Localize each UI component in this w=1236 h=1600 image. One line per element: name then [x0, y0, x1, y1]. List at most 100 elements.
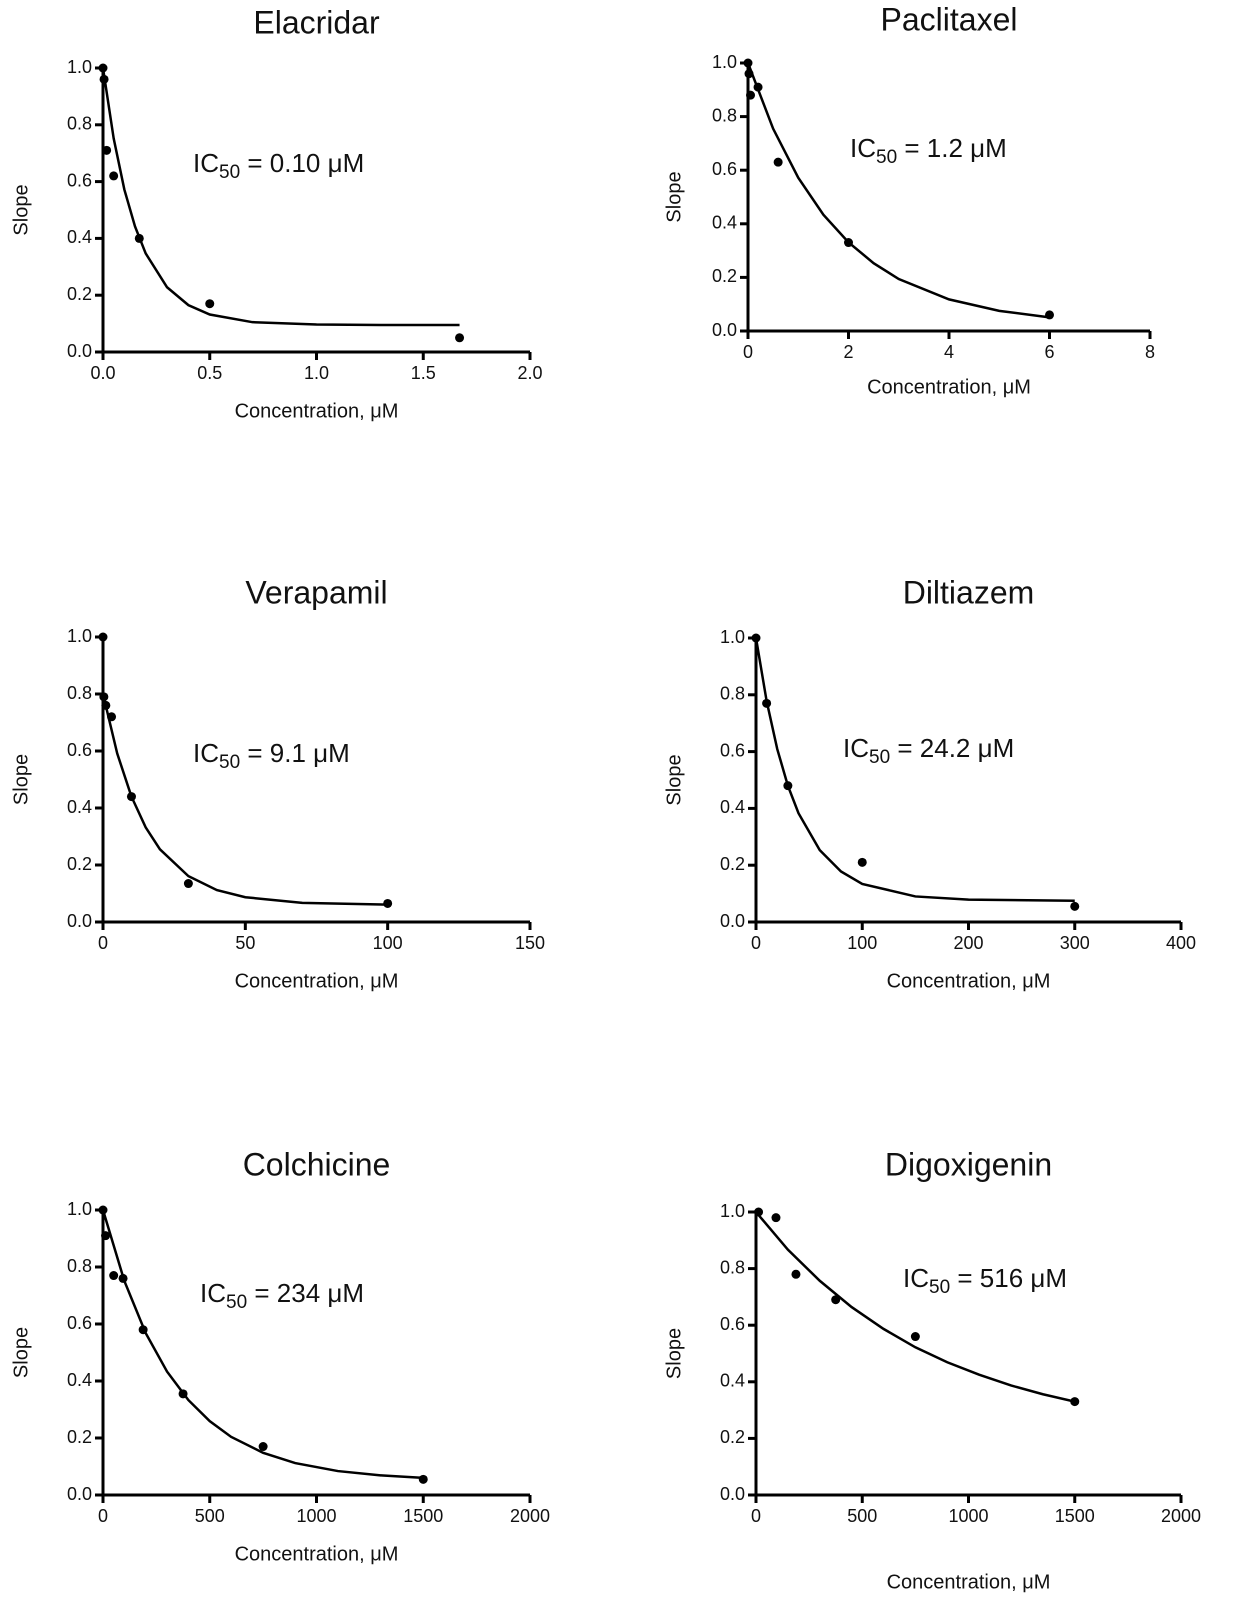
chart-title: Diltiazem [903, 574, 1035, 610]
x-tick-label: 0 [98, 1506, 108, 1526]
fit-curve [754, 637, 1075, 902]
data-point [126, 792, 136, 802]
data-point [746, 90, 756, 100]
y-tick-label: 0.0 [67, 341, 92, 361]
subplot: Elacridar Concentration, μM Slope 0.0 0.5 1.0… [10, 4, 542, 422]
data-point [98, 63, 108, 73]
subplot: Diltiazem Concentration, μM Slope 0 100 200 30… [663, 574, 1196, 992]
data-point [101, 700, 111, 710]
y-tick-label: 0.2 [67, 284, 92, 304]
y-tick-label: 0.8 [67, 683, 92, 703]
data-point [1045, 310, 1054, 320]
y-axis-label: Slope [10, 754, 32, 805]
x-tick-label: 400 [1166, 933, 1196, 953]
y-tick-label: 0.4 [67, 797, 92, 817]
data-point [744, 69, 754, 79]
x-tick-label: 2 [843, 342, 853, 362]
y-tick-label: 1.0 [712, 52, 737, 72]
x-tick-label: 1.0 [304, 363, 329, 383]
x-tick-label: 0 [751, 933, 761, 953]
data-point [258, 1442, 268, 1452]
annotation-rest: = 24.2 μM [890, 733, 1014, 763]
subplot: Colchicine Concentration, μM Slope 0 500 1000… [10, 1146, 550, 1565]
y-tick-label: 0.6 [67, 740, 92, 760]
x-tick-label: 150 [515, 933, 545, 953]
y-tick-label: 0.4 [67, 1370, 92, 1390]
data-point [743, 58, 753, 68]
chart-title: Paclitaxel [881, 1, 1018, 37]
data-point [751, 633, 761, 643]
x-tick-label: 0 [743, 342, 753, 362]
x-axis-label: Concentration, μM [887, 1571, 1051, 1593]
data-point [109, 1271, 119, 1281]
fit-curve [746, 62, 1050, 319]
annotation: IC50 = 24.2 μM [843, 733, 1014, 768]
data-point [383, 898, 393, 908]
y-tick-label: 1.0 [67, 1199, 92, 1219]
fit-curve [101, 67, 460, 327]
data-point [844, 238, 853, 248]
y-tick-label: 0.4 [720, 797, 745, 817]
data-point [107, 712, 117, 722]
y-tick-label: 0.0 [720, 911, 745, 931]
y-tick-label: 1.0 [720, 627, 745, 647]
data-point [754, 1207, 764, 1217]
x-axis-label: Concentration, μM [887, 970, 1051, 992]
x-axis-label: Concentration, μM [867, 376, 1031, 398]
data-point [857, 857, 867, 867]
y-tick-label: 0.2 [712, 266, 737, 286]
data-point [98, 632, 108, 642]
y-tick-label: 0.8 [67, 1256, 92, 1276]
annotation-rest: = 234 μM [247, 1278, 364, 1308]
y-axis-label: Slope [663, 1328, 685, 1379]
data-point [178, 1389, 188, 1399]
annotation-main: IC [193, 148, 219, 178]
data-point [418, 1474, 428, 1484]
annotation-subscript: 50 [876, 147, 897, 168]
annotation-rest: = 516 μM [950, 1263, 1067, 1293]
x-tick-label: 200 [953, 933, 983, 953]
annotation-main: IC [850, 133, 876, 163]
data-point [791, 1269, 801, 1279]
chart-title: Digoxigenin [885, 1146, 1052, 1182]
x-tick-label: 2000 [510, 1506, 550, 1526]
y-tick-label: 0.0 [712, 320, 737, 340]
y-tick-label: 0.0 [67, 911, 92, 931]
data-point [138, 1325, 148, 1335]
x-tick-label: 8 [1145, 342, 1155, 362]
y-tick-label: 0.6 [720, 740, 745, 760]
fit-curve [101, 693, 388, 906]
annotation-subscript: 50 [219, 162, 240, 183]
data-point [183, 879, 193, 889]
x-tick-label: 1.5 [411, 363, 436, 383]
x-tick-label: 1000 [296, 1506, 336, 1526]
data-point [109, 171, 119, 181]
annotation: IC50 = 0.10 μM [193, 148, 364, 183]
fit-curve [101, 1209, 424, 1480]
data-point [753, 82, 763, 92]
data-point [762, 698, 772, 708]
y-tick-label: 0.4 [712, 213, 737, 233]
data-point [1070, 901, 1080, 911]
y-tick-label: 0.8 [720, 684, 745, 704]
x-tick-label: 6 [1044, 342, 1054, 362]
x-tick-label: 2.0 [517, 363, 542, 383]
data-point [1070, 1397, 1080, 1407]
annotation: IC50 = 1.2 μM [850, 133, 1007, 168]
chart-title: Colchicine [243, 1146, 391, 1182]
annotation: IC50 = 516 μM [903, 1263, 1067, 1298]
annotation-rest: = 1.2 μM [897, 133, 1007, 163]
x-axis-label: Concentration, μM [235, 1543, 399, 1565]
data-point [771, 1213, 781, 1223]
x-tick-label: 500 [847, 1506, 877, 1526]
x-tick-label: 1500 [403, 1506, 443, 1526]
annotation-rest: = 0.10 μM [240, 148, 364, 178]
data-point [831, 1295, 841, 1305]
y-tick-label: 0.8 [712, 105, 737, 125]
annotation-subscript: 50 [226, 1292, 247, 1313]
y-tick-label: 0.6 [67, 1313, 92, 1333]
fit-curve [755, 1211, 1076, 1403]
data-point [99, 692, 109, 702]
